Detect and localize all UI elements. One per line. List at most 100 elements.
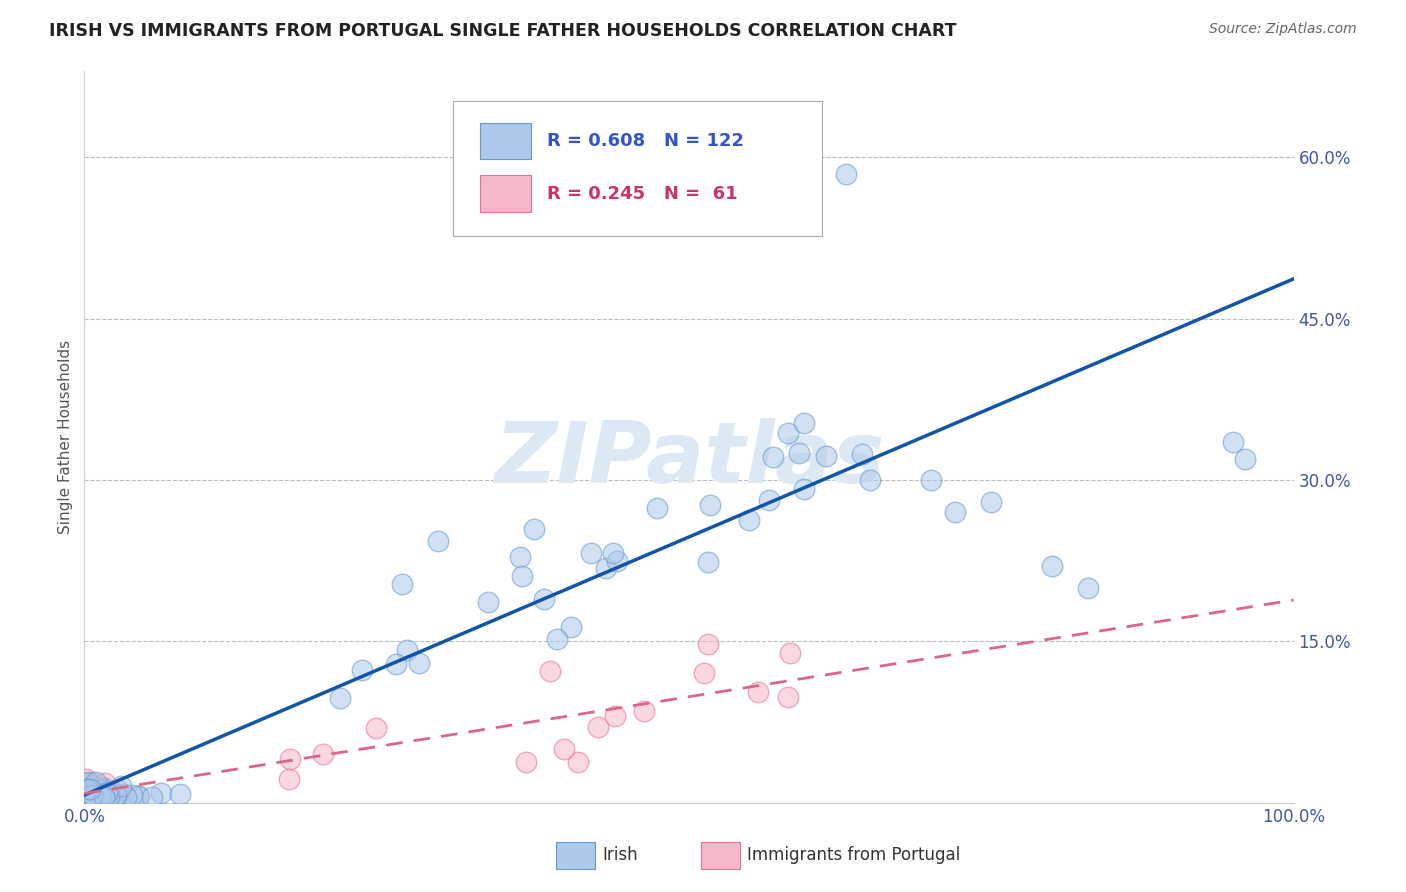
Point (105, 789, 128, 804)
Point (605, 709, 627, 723)
Point (87, 789, 110, 803)
FancyBboxPatch shape (479, 122, 530, 159)
Point (522, 522, 544, 536)
Point (79, 790, 101, 805)
Point (91, 782, 114, 797)
Point (633, 704, 655, 718)
Point (758, 493, 780, 508)
Point (1040, 559, 1063, 574)
Point (90, 787, 112, 801)
Point (128, 789, 150, 804)
Point (778, 690, 800, 705)
Point (86, 781, 108, 796)
Point (75, 789, 97, 804)
Point (82, 775, 104, 789)
Point (859, 473, 882, 487)
Point (73, 788, 96, 802)
Point (105, 789, 128, 804)
Point (602, 546, 624, 560)
Point (278, 752, 301, 766)
Point (595, 561, 617, 575)
Point (96, 786, 118, 800)
Text: Immigrants from Portugal: Immigrants from Portugal (747, 847, 960, 864)
Point (101, 789, 124, 804)
Point (79, 779, 101, 793)
Point (567, 755, 589, 769)
Point (80, 790, 103, 805)
Point (1234, 451, 1257, 466)
Point (79, 786, 101, 800)
Point (112, 787, 135, 801)
Point (77, 789, 100, 803)
Point (553, 741, 575, 756)
Point (76, 780, 98, 795)
Point (737, 512, 759, 526)
Point (75, 788, 97, 802)
Point (75, 789, 97, 804)
Point (98, 789, 121, 804)
Point (83, 789, 105, 804)
Point (90, 786, 112, 800)
Point (80, 786, 103, 800)
Point (396, 642, 419, 657)
Point (779, 647, 801, 661)
Point (114, 789, 136, 804)
Point (86, 788, 108, 802)
Point (84, 774, 107, 789)
Point (538, 664, 561, 678)
Point (699, 498, 721, 512)
Point (364, 721, 387, 735)
Point (391, 576, 413, 591)
Point (509, 550, 531, 565)
Point (76, 789, 98, 804)
Point (80, 779, 103, 793)
FancyBboxPatch shape (702, 842, 740, 869)
Point (150, 786, 173, 800)
Point (90, 789, 112, 804)
Point (86, 788, 108, 802)
Point (76, 784, 98, 798)
Point (91, 790, 114, 805)
Point (89, 789, 111, 804)
Point (93, 775, 115, 789)
Point (80, 789, 103, 803)
Point (84, 788, 107, 802)
Point (84, 789, 107, 803)
Point (762, 450, 785, 465)
Text: Irish: Irish (602, 847, 637, 864)
Point (84, 785, 107, 799)
Point (943, 505, 966, 519)
Point (91, 787, 114, 801)
Point (127, 789, 149, 804)
Point (799, 183, 821, 197)
Point (75, 789, 97, 804)
Point (94, 787, 117, 801)
Point (89, 789, 111, 804)
Point (84, 784, 107, 798)
Point (920, 473, 942, 487)
Point (835, 167, 858, 181)
Point (90, 788, 112, 802)
Point (82, 789, 104, 803)
Point (97, 789, 120, 803)
Point (89, 784, 111, 798)
Point (93, 789, 115, 804)
Text: R = 0.608   N = 122: R = 0.608 N = 122 (547, 132, 744, 150)
Point (692, 665, 714, 680)
Point (75, 772, 97, 787)
Point (606, 554, 628, 568)
Point (80, 787, 103, 801)
Point (110, 779, 132, 793)
Text: ZIPatlas: ZIPatlas (494, 417, 884, 500)
Point (697, 555, 720, 569)
Point (73, 789, 96, 804)
Point (515, 755, 537, 769)
Point (73, 789, 96, 804)
Point (94, 788, 117, 802)
Point (75, 789, 97, 803)
Point (278, 772, 301, 787)
Point (980, 494, 1002, 508)
Point (80, 788, 103, 802)
Point (75, 785, 97, 799)
Point (79, 782, 101, 797)
